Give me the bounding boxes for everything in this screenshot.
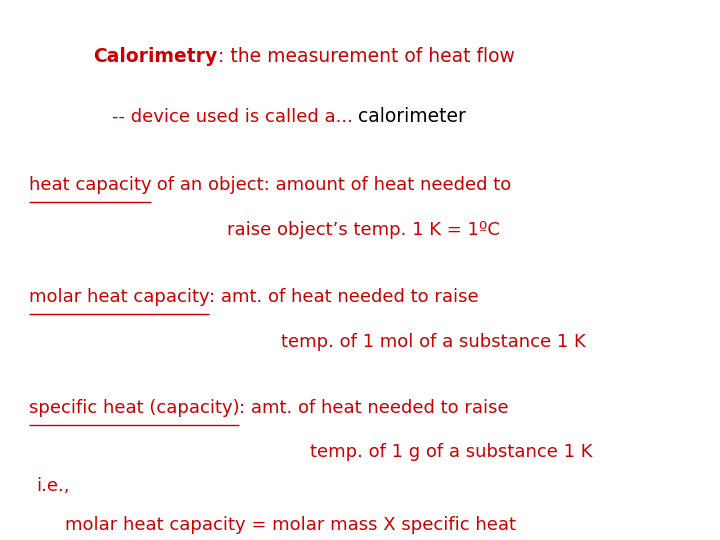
Text: heat capacity: heat capacity — [29, 176, 151, 194]
Text: : the measurement of heat flow: : the measurement of heat flow — [218, 47, 515, 66]
Text: : amt. of heat needed to raise: : amt. of heat needed to raise — [240, 399, 509, 417]
Text: Calorimetry: Calorimetry — [94, 47, 218, 66]
Text: molar heat capacity: molar heat capacity — [29, 288, 210, 306]
Text: of an object: amount of heat needed to: of an object: amount of heat needed to — [151, 176, 512, 194]
Text: raise object’s temp. 1 K = 1ºC: raise object’s temp. 1 K = 1ºC — [227, 221, 500, 239]
Text: -- device used is called a...: -- device used is called a... — [112, 107, 353, 125]
Text: molar heat capacity = molar mass X specific heat: molar heat capacity = molar mass X speci… — [65, 516, 516, 534]
Text: specific heat (capacity): specific heat (capacity) — [29, 399, 240, 417]
Text: temp. of 1 mol of a substance 1 K: temp. of 1 mol of a substance 1 K — [281, 333, 585, 350]
Text: i.e.,: i.e., — [36, 477, 70, 495]
Text: calorimeter: calorimeter — [353, 106, 467, 125]
Text: temp. of 1 g of a substance 1 K: temp. of 1 g of a substance 1 K — [310, 443, 592, 461]
Text: : amt. of heat needed to raise: : amt. of heat needed to raise — [210, 288, 479, 306]
